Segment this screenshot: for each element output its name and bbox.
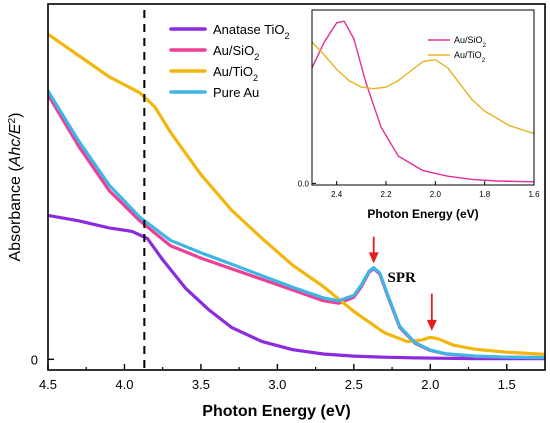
inset-legend-label-1-main: Au/TiO: [454, 50, 482, 60]
inset-background: [312, 10, 534, 185]
inset-frame: [311, 9, 535, 186]
x-tick-label-3: 3.0: [268, 377, 286, 392]
series-line-3: [48, 89, 545, 360]
inset-x-tick-label-4: 1.6: [528, 190, 540, 199]
legend-label-0-sub: 2: [285, 31, 290, 41]
inset-curves: [312, 20, 534, 183]
legend-label-3-main: Pure Au: [213, 85, 259, 100]
inset-x-tick-label-0: 2.4: [331, 190, 343, 199]
inset-legend-label-0-sub: 2: [483, 42, 487, 49]
legend-label-2: Au/TiO2: [213, 64, 258, 83]
x-tick-label-4: 2.5: [345, 377, 363, 392]
inset-x-axis-title: Photon Energy (eV): [367, 207, 478, 221]
inset-legend-label-0-main: Au/SiO: [454, 35, 483, 45]
y-axis-title-var: Ahc/E: [7, 123, 24, 167]
main-plot-frame: [47, 3, 546, 371]
legend-label-3: Pure Au: [213, 85, 259, 100]
legend-label-2-main: Au/TiO: [213, 64, 253, 79]
x-tick-label-6: 1.5: [498, 377, 516, 392]
inset-series-line-1: [312, 41, 534, 135]
legend-label-0: Anatase TiO2: [213, 22, 290, 41]
series-line-0: [48, 213, 545, 361]
inset-legend-label-1-sub: 2: [482, 57, 486, 64]
y-axis-title-suffix: ): [7, 113, 24, 118]
y-tick-label-0: 0: [31, 352, 38, 367]
inset-plot: 2.4 2.2 2.0 1.8 1.6 0.0 Photon Energy (eV) Au/S…: [298, 9, 540, 221]
y-axis-title-sup: 2: [7, 118, 18, 124]
y-axis-title: Absorbance (Ahc/E2): [7, 113, 25, 262]
arrow-head-2: [426, 319, 437, 331]
inset-series-line-0: [312, 20, 534, 183]
x-tick-label-5: 2.0: [421, 377, 439, 392]
inset-legend-label-0: Au/SiO2: [454, 35, 487, 49]
x-axis-title: Photon Energy (eV): [202, 403, 350, 420]
legend-label-1-main: Au/SiO: [213, 43, 254, 58]
inset-x-tick-label-3: 1.8: [479, 190, 491, 199]
spr-annotation: SPR: [387, 270, 416, 286]
y-axis-title-prefix: Absorbance (: [7, 166, 24, 262]
x-tick-label-2: 3.5: [192, 377, 210, 392]
legend-label-1: Au/SiO2: [213, 43, 259, 62]
legend-label-2-sub: 2: [253, 73, 258, 83]
inset-y-tick-label-0: 0.0: [298, 179, 310, 188]
x-tick-label-0: 4.5: [39, 377, 57, 392]
inset-x-tick-label-2: 2.0: [430, 190, 442, 199]
inset-x-tick-label-1: 2.2: [380, 190, 392, 199]
arrow-head-1: [368, 252, 379, 264]
main-plot: 4.5 4.0 3.5 3.0 2.5 2.0 1.5 0 Photon Energy (eV)…: [7, 3, 546, 420]
x-tick-label-1: 4.0: [115, 377, 133, 392]
legend-label-1-sub: 2: [254, 52, 259, 62]
inset-legend-label-1: Au/TiO2: [454, 50, 486, 64]
legend-label-0-main: Anatase TiO: [213, 22, 285, 37]
